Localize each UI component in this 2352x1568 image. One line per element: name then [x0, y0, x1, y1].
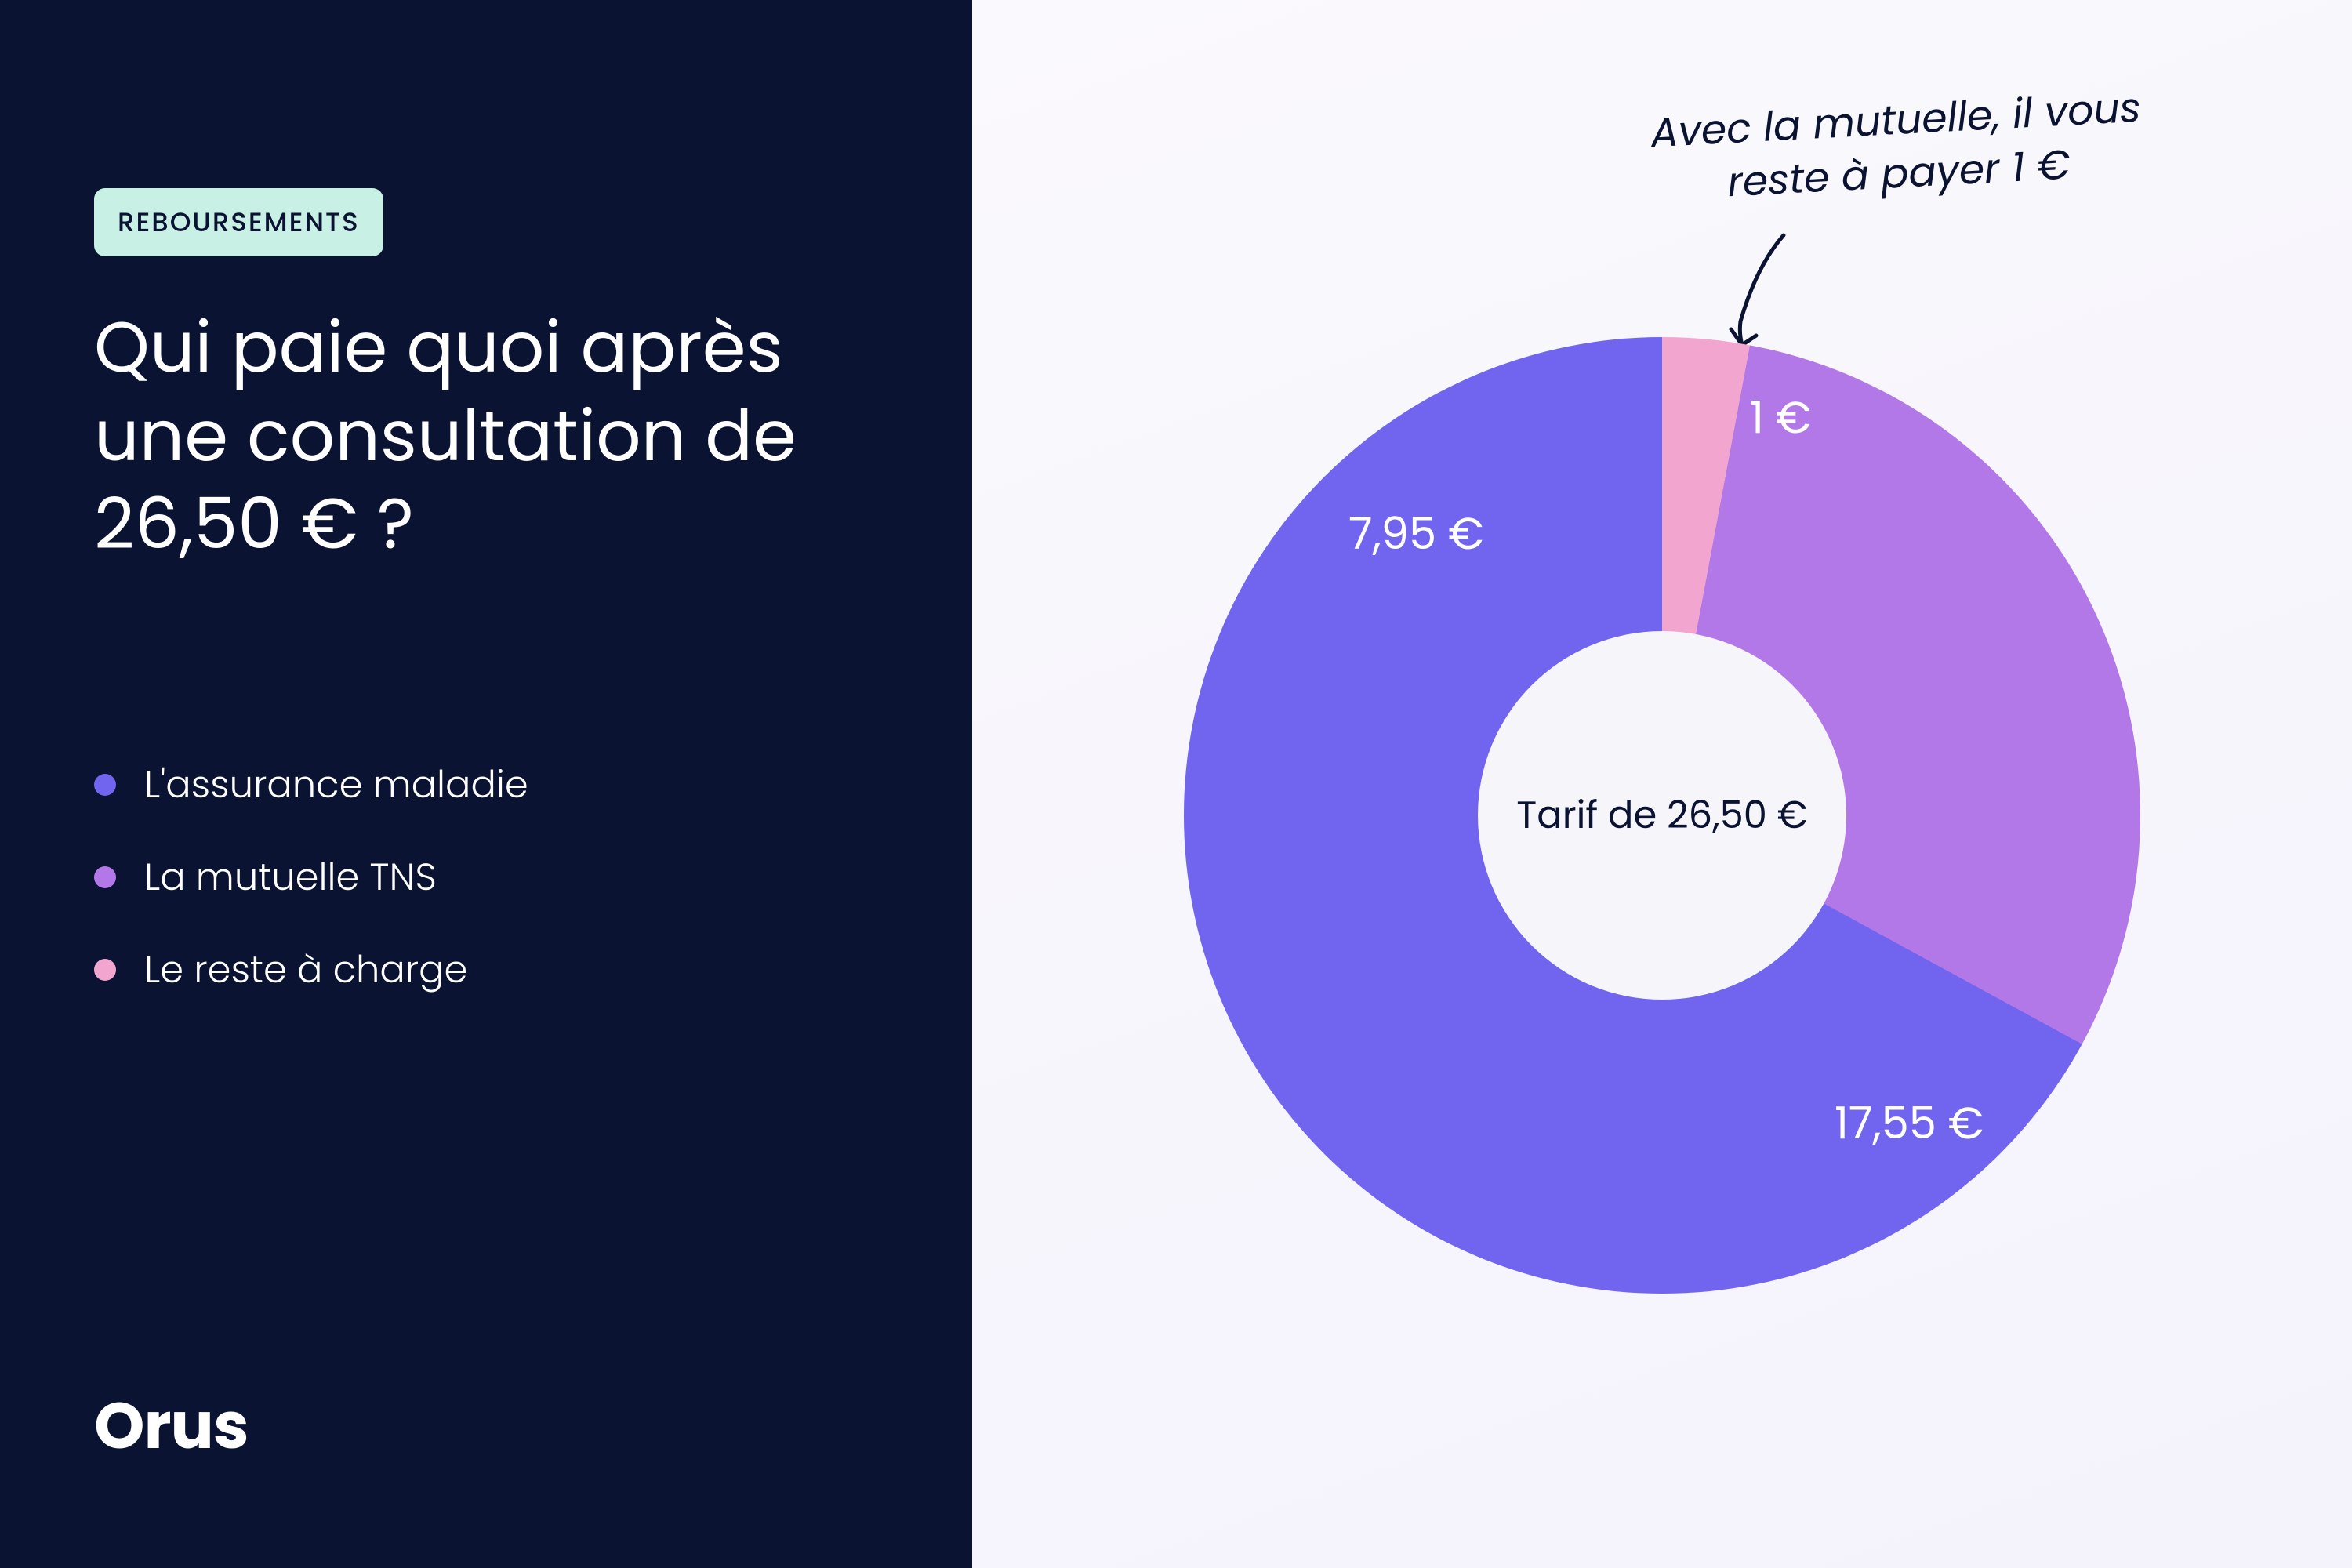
slice-label-reste: 1 € [1750, 384, 1811, 451]
arrow-icon [1709, 220, 1803, 353]
callout-annotation: Avec la mutuelle, il vous reste à payer … [1644, 81, 2151, 212]
donut-hole: Tarif de 26,50 € [1478, 631, 1846, 1000]
legend-label: L'assurance maladie [144, 757, 528, 813]
legend: L'assurance maladie La mutuelle TNS Le r… [94, 757, 878, 998]
legend-label: Le reste à charge [144, 942, 467, 998]
category-badge: REBOURSEMENTS [94, 188, 383, 256]
main-title: Qui paie quoi après une consultation de … [94, 303, 878, 568]
legend-item-mutuelle: La mutuelle TNS [94, 849, 878, 906]
legend-item-assurance: L'assurance maladie [94, 757, 878, 813]
brand-logo: Orus [94, 1377, 249, 1474]
right-panel: Avec la mutuelle, il vous reste à payer … [972, 0, 2352, 1568]
legend-label: La mutuelle TNS [144, 849, 437, 906]
left-panel: REBOURSEMENTS Qui paie quoi après une co… [0, 0, 972, 1568]
slice-label-mutuelle: 7,95 € [1348, 500, 1483, 567]
slice-label-assurance: 17,55 € [1835, 1090, 1984, 1156]
legend-dot-icon [94, 774, 116, 796]
legend-item-reste: Le reste à charge [94, 942, 878, 998]
center-label: Tarif de 26,50 € [1516, 787, 1807, 844]
donut-ring: Tarif de 26,50 € 1 € 7,95 € 17,55 € [1184, 337, 2140, 1294]
donut-chart: Tarif de 26,50 € 1 € 7,95 € 17,55 € [1184, 337, 2140, 1294]
legend-dot-icon [94, 866, 116, 888]
legend-dot-icon [94, 959, 116, 981]
